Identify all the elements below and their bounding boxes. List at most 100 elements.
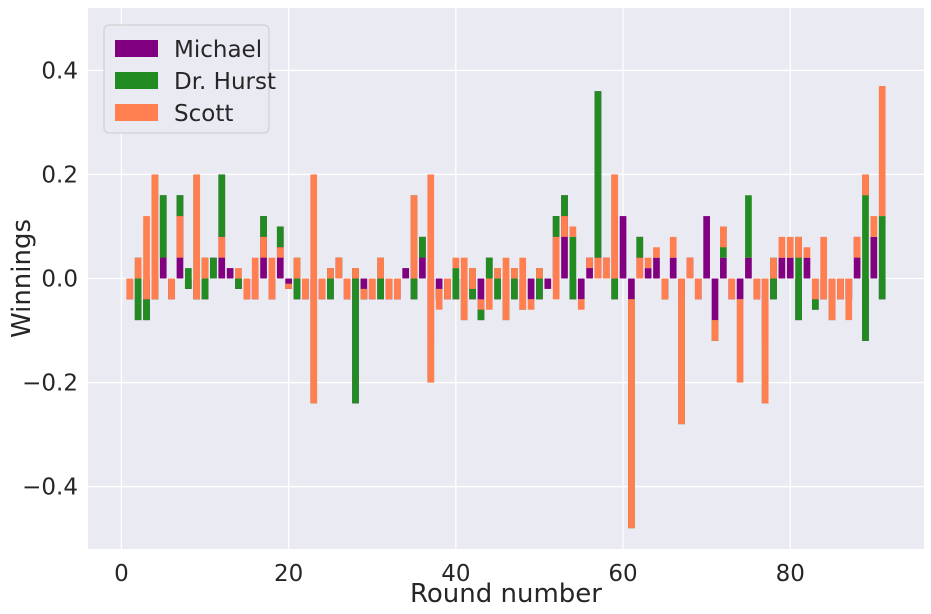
bar-michael	[745, 257, 752, 279]
bar-scott	[636, 257, 644, 279]
bar-michael	[577, 278, 585, 300]
bar-scott	[285, 283, 292, 289]
bar-dr-hurst	[218, 174, 226, 237]
bar-scott	[126, 278, 134, 300]
bar-scott	[218, 236, 226, 258]
bar-scott	[201, 257, 209, 279]
bar-scott	[878, 86, 886, 217]
bars	[126, 86, 886, 529]
bar-michael	[419, 236, 426, 279]
bar-dr-hurst	[862, 174, 869, 341]
bar-scott	[327, 268, 334, 279]
bar-michael	[644, 268, 652, 279]
legend-label-dr-hurst: Dr. Hurst	[174, 69, 276, 95]
bar-michael	[853, 236, 861, 279]
bar-scott	[870, 216, 878, 237]
bar-scott	[469, 268, 476, 289]
bar-scott	[628, 299, 635, 529]
bar-dr-hurst	[494, 268, 501, 300]
bar-scott	[661, 278, 669, 300]
bar-scott	[276, 247, 284, 258]
bar-dr-hurst	[210, 257, 217, 279]
bar-dr-hurst	[235, 278, 242, 289]
bar-michael	[736, 278, 744, 300]
bar-scott	[511, 268, 518, 279]
bar-scott	[251, 257, 259, 300]
bar-michael	[544, 278, 552, 289]
bar-dr-hurst	[159, 195, 167, 258]
bar-scott	[678, 278, 685, 425]
bar-scott	[853, 236, 861, 258]
legend-label-scott: Scott	[174, 101, 233, 127]
bar-michael	[669, 257, 677, 279]
bar-dr-hurst	[134, 257, 142, 321]
bar-scott	[302, 278, 309, 300]
bar-dr-hurst	[485, 257, 493, 279]
bar-scott	[803, 247, 811, 258]
bar-michael	[226, 268, 234, 279]
x-tick-labels: 0 20 40 60 80	[114, 561, 805, 587]
x-tick-label: 0	[114, 561, 129, 587]
bar-dr-hurst	[795, 236, 802, 321]
bar-scott	[828, 278, 836, 321]
bar-dr-hurst	[536, 268, 543, 300]
bar-scott	[644, 257, 652, 269]
bar-scott	[795, 236, 802, 258]
bar-scott	[611, 174, 619, 279]
bar-scott	[444, 278, 451, 300]
bar-scott	[594, 257, 602, 279]
bar-scott	[494, 268, 501, 279]
bar-scott	[536, 268, 543, 279]
bar-scott	[393, 278, 401, 300]
bar-scott	[235, 268, 242, 279]
bar-scott	[452, 257, 460, 269]
bar-scott	[502, 257, 510, 321]
bar-scott	[243, 278, 251, 300]
bar-dr-hurst	[184, 268, 192, 289]
bar-scott	[653, 247, 660, 258]
bar-scott	[552, 236, 560, 300]
y-tick-label: 0.2	[41, 162, 78, 188]
bar-scott	[360, 288, 368, 300]
bar-scott	[753, 278, 761, 300]
bar-scott	[460, 257, 468, 321]
bar-scott	[669, 236, 677, 258]
bar-scott	[728, 278, 736, 300]
x-tick-label: 60	[608, 561, 637, 587]
bar-scott	[711, 320, 719, 341]
bar-dr-hurst	[260, 216, 267, 237]
bar-scott	[778, 236, 786, 258]
y-tick-labels: −0.4 −0.2 0.0 0.2 0.4	[22, 58, 78, 500]
legend-swatch-michael	[115, 40, 158, 57]
bar-scott	[720, 226, 727, 248]
bar-dr-hurst	[419, 236, 426, 258]
bar-scott	[561, 216, 568, 237]
y-tick-label: −0.4	[22, 475, 78, 501]
bar-scott	[385, 278, 393, 300]
x-tick-label: 40	[441, 561, 470, 587]
bar-dr-hurst	[811, 299, 819, 310]
bar-dr-hurst	[636, 236, 644, 258]
bar-michael	[527, 278, 535, 300]
bar-scott	[410, 195, 418, 279]
bar-scott	[377, 257, 384, 279]
bar-michael	[285, 278, 292, 289]
legend-swatch-scott	[115, 104, 158, 121]
bar-scott	[352, 268, 359, 279]
bar-scott	[335, 257, 343, 279]
bar-scott	[310, 174, 318, 404]
legend-swatch-dr-hurst	[115, 72, 158, 89]
bar-scott	[837, 278, 844, 300]
bar-michael	[711, 278, 719, 321]
bar-dr-hurst	[878, 216, 886, 300]
bar-scott	[176, 216, 184, 258]
bar-scott	[845, 278, 853, 321]
bar-scott	[761, 278, 769, 404]
bar-scott	[343, 278, 351, 300]
y-tick-label: −0.2	[22, 371, 78, 397]
bar-michael	[803, 257, 811, 279]
bar-scott	[485, 278, 493, 310]
bar-michael	[628, 278, 635, 300]
bar-scott	[293, 257, 301, 279]
